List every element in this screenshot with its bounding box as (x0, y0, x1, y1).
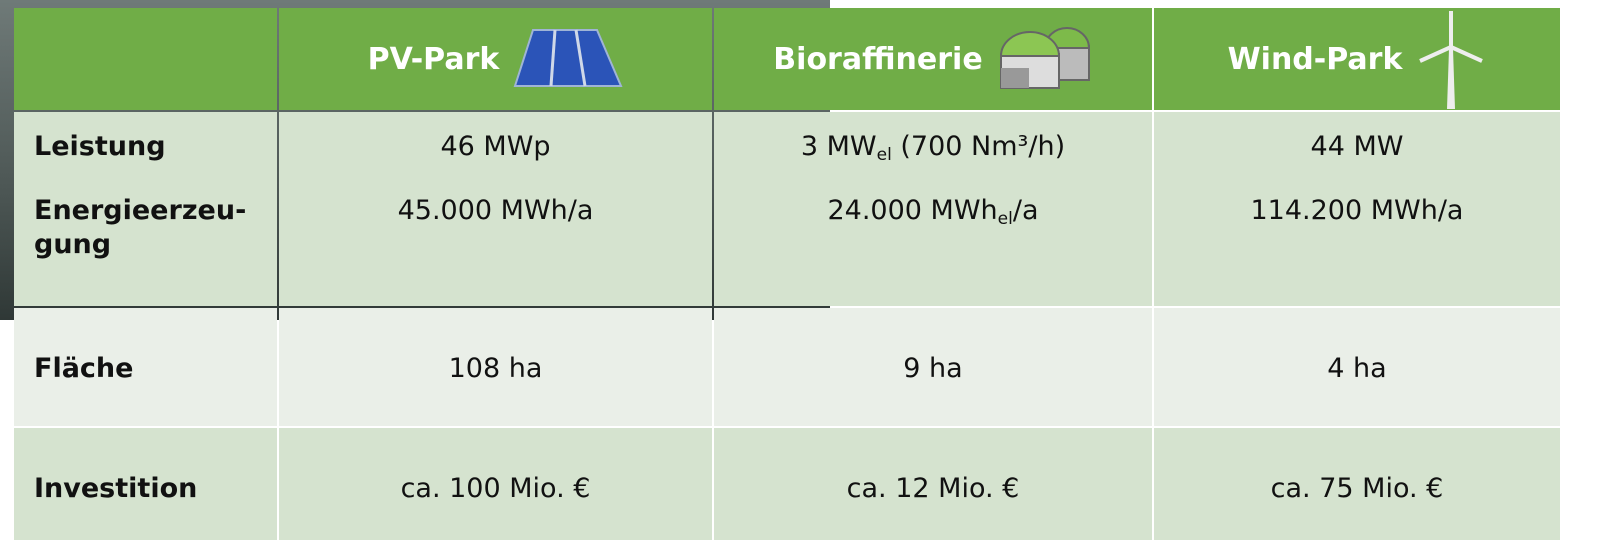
cell-value: 108 ha (279, 352, 712, 386)
cell-value: 4 ha (1154, 352, 1560, 386)
value-part: 4 ha (1327, 353, 1386, 384)
label-line: gung (34, 228, 246, 262)
cell-value: 9 ha (714, 352, 1152, 386)
row-label: Leistung (34, 130, 166, 164)
row-label: Investition (34, 472, 197, 506)
page: {"header":{"columns":["PV-Park","Bioraff… (0, 0, 1609, 554)
cell-value: ca. 12 Mio. € (714, 472, 1152, 506)
value-part: 114.200 MWh/a (1251, 195, 1464, 226)
table-cell: Leistung Energieerzeu-gung (14, 112, 277, 306)
table-cell: 46 MWp 45.000 MWh/a (279, 112, 712, 306)
value-part: /a (1013, 195, 1039, 226)
value-part: 108 ha (449, 353, 543, 384)
header-cell: Bioraffinerie (714, 8, 1152, 110)
value-part: 46 MWp (440, 131, 550, 162)
cell-value: ca. 75 Mio. € (1154, 472, 1560, 506)
value-part: el (877, 145, 892, 165)
row-label: Fläche (34, 352, 133, 386)
label-line: Fläche (34, 352, 133, 386)
table-cell: Investition (14, 428, 277, 540)
cell-value: ca. 100 Mio. € (279, 472, 712, 506)
icon (997, 26, 1093, 92)
header-cell: Wind-Park (1154, 8, 1560, 110)
cell-value: 44 MW (1154, 130, 1560, 164)
cell-value: 114.200 MWh/a (1154, 194, 1560, 228)
column-title: PV-Park (368, 42, 500, 77)
column-title: Wind-Park (1228, 42, 1403, 77)
icon (513, 28, 623, 90)
value-part: ca. 100 Mio. € (401, 473, 591, 504)
table-cell: 9 ha (714, 308, 1152, 426)
table-cell: 44 MW 114.200 MWh/a (1154, 112, 1560, 306)
cell-value: 3 MWel (700 Nm³/h) (714, 130, 1152, 172)
header-cell: PV-Park (279, 8, 712, 110)
table-cell: ca. 12 Mio. € (714, 428, 1152, 540)
row-label: Energieerzeu-gung (34, 194, 246, 262)
table-cell: 108 ha (279, 308, 712, 426)
table-cell (14, 8, 277, 110)
table-cell: ca. 100 Mio. € (279, 428, 712, 540)
cell-value: 24.000 MWhel/a (714, 194, 1152, 236)
value-part: 45.000 MWh/a (398, 195, 594, 226)
value-part: 9 ha (903, 353, 962, 384)
cell-value: 46 MWp (279, 130, 712, 164)
label-line: Investition (34, 472, 197, 506)
value-part: 24.000 MWh (827, 195, 997, 226)
value-part: 3 MW (801, 131, 877, 162)
table-cell: 3 MWel (700 Nm³/h)24.000 MWhel/a (714, 112, 1152, 306)
table-cell: 4 ha (1154, 308, 1560, 426)
column-title: Bioraffinerie (773, 42, 982, 77)
value-part: ca. 12 Mio. € (847, 473, 1020, 504)
value-part: el (998, 209, 1013, 229)
table-cell: Fläche (14, 308, 277, 426)
value-part: ca. 75 Mio. € (1271, 473, 1444, 504)
label-line: Energieerzeu- (34, 194, 246, 228)
icon (1416, 9, 1486, 109)
value-part: (700 Nm³/h) (892, 131, 1065, 162)
label-line: Leistung (34, 130, 166, 164)
cell-value: 45.000 MWh/a (279, 194, 712, 228)
table-cell: ca. 75 Mio. € (1154, 428, 1560, 540)
value-part: 44 MW (1311, 131, 1404, 162)
